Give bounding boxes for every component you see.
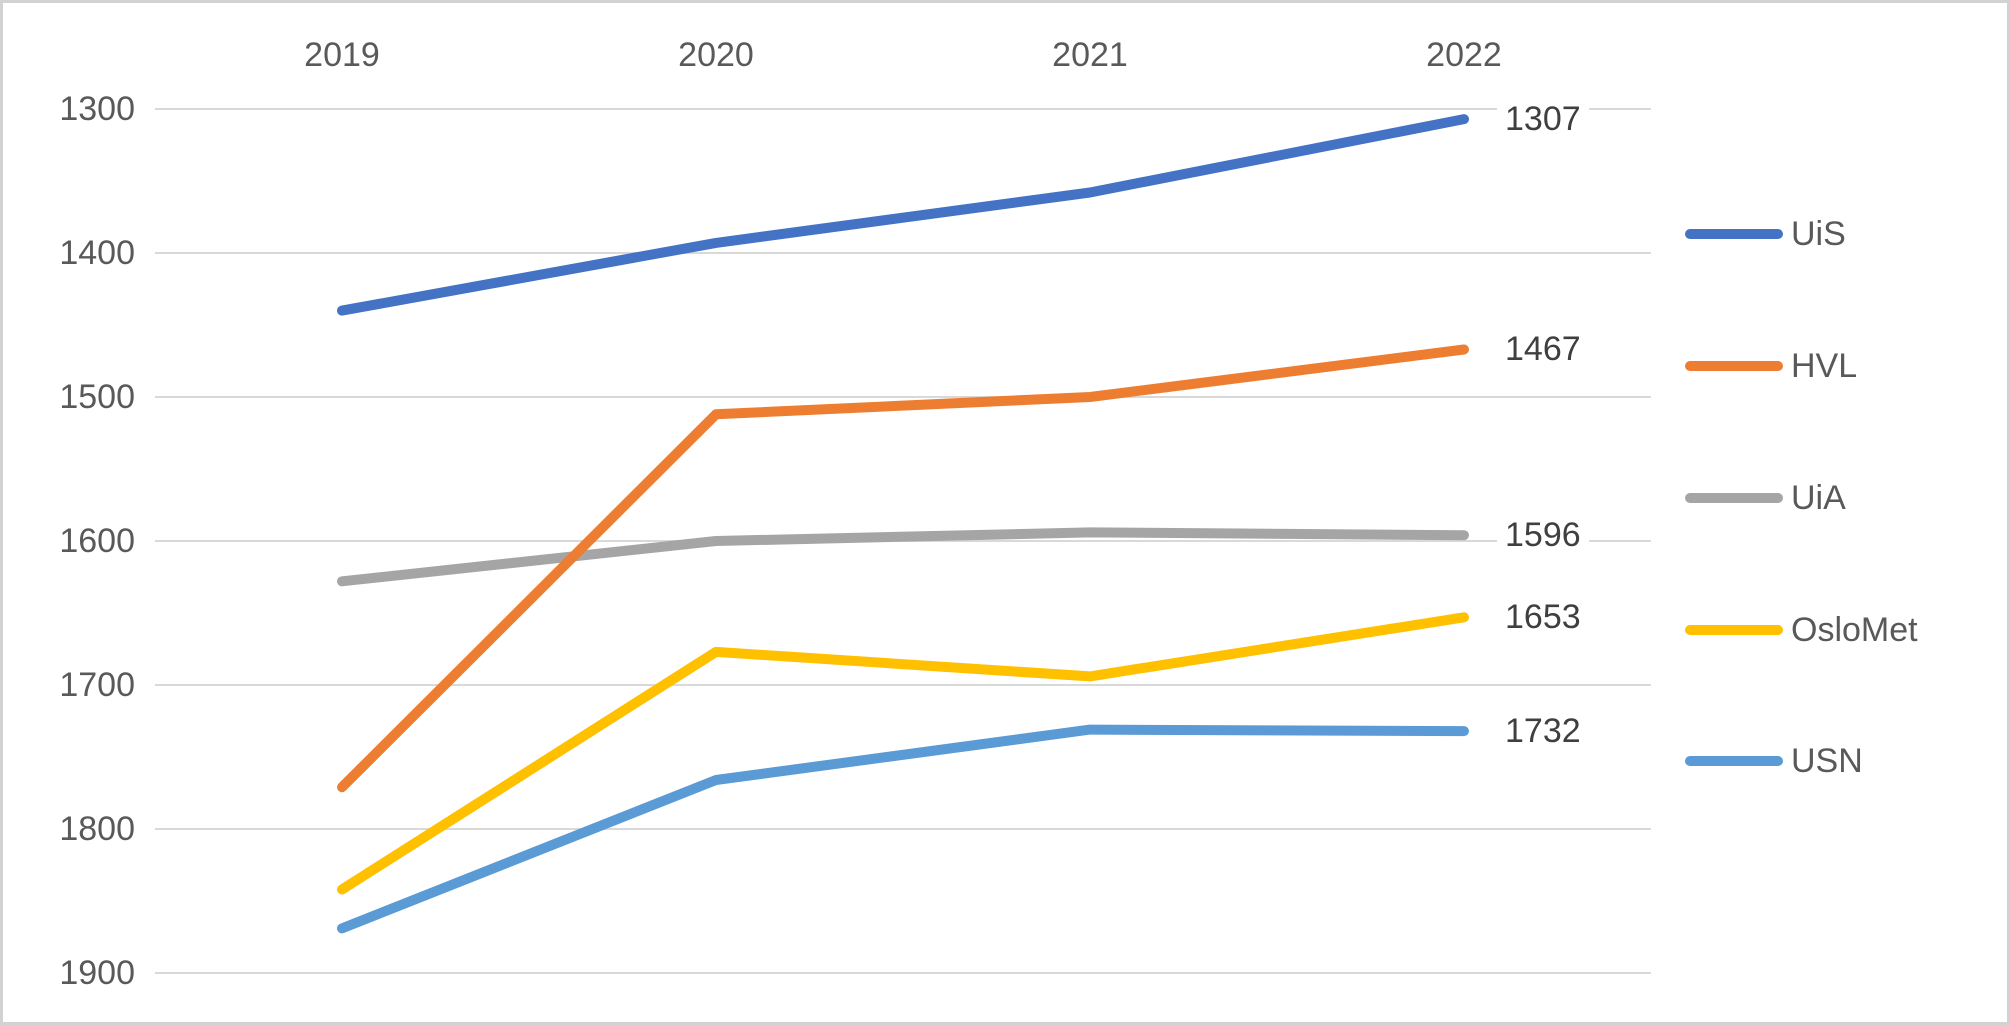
data-label-UiS: 1307 bbox=[1497, 93, 1589, 146]
y-axis-tick-label: 1500 bbox=[59, 378, 135, 416]
data-label-UiA: 1596 bbox=[1497, 509, 1589, 562]
series-line-UiA bbox=[337, 527, 1469, 587]
data-label-OsloMet: 1653 bbox=[1497, 591, 1589, 644]
x-axis-label-2019: 2019 bbox=[304, 36, 380, 74]
data-label-HVL: 1467 bbox=[1497, 323, 1589, 376]
line-chart-canvas bbox=[155, 108, 1651, 974]
y-axis-tick-label: 1600 bbox=[59, 522, 135, 560]
series-line-USN bbox=[337, 724, 1469, 934]
x-axis-label-2021: 2021 bbox=[1052, 36, 1128, 74]
y-axis-tick-label: 1300 bbox=[59, 90, 135, 128]
y-axis-tick-label: 1700 bbox=[59, 666, 135, 704]
y-axis-tick-label: 1800 bbox=[59, 810, 135, 848]
y-axis-tick-label: 1400 bbox=[59, 234, 135, 272]
series-line-HVL bbox=[337, 344, 1469, 793]
x-axis-label-2022: 2022 bbox=[1426, 36, 1502, 74]
y-axis-tick-label: 1900 bbox=[59, 954, 135, 992]
series-line-OsloMet bbox=[337, 612, 1469, 895]
x-axis-label-2020: 2020 bbox=[678, 36, 754, 74]
data-label-USN: 1732 bbox=[1497, 705, 1589, 758]
series-line-UiS bbox=[337, 114, 1469, 316]
